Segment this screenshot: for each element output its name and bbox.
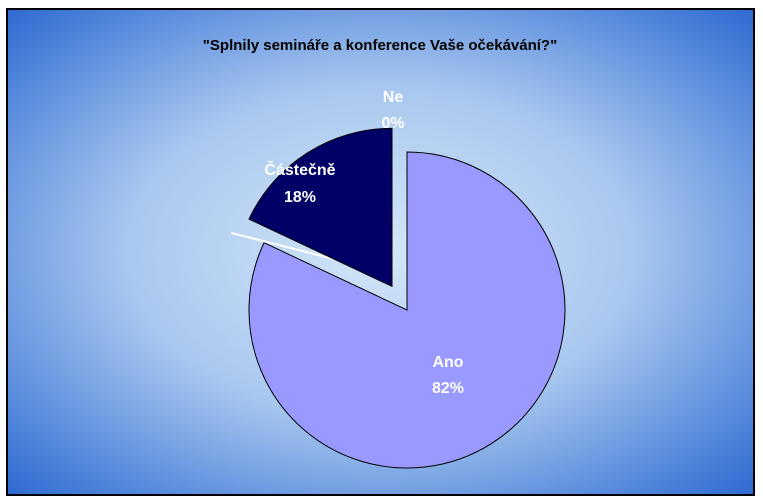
chart-title: "Splnily semináře a konference Vaše oček… [203, 37, 557, 54]
pie-labels: Ano 82% Ne 0% Částečně 18% [264, 89, 464, 397]
pie-slice-castecne [248, 127, 393, 288]
slice-label-ne: Ne [383, 89, 404, 106]
slice-value-ne: 0% [381, 115, 404, 132]
slice-value-castecne: 18% [284, 189, 316, 206]
slice-label-castecne: Částečně [264, 160, 335, 179]
pie-chart: "Splnily semináře a konference Vaše oček… [8, 10, 753, 494]
pie-slices [230, 127, 566, 469]
chart-area: "Splnily semináře a konference Vaše oček… [6, 8, 755, 496]
pie-slice-ano [248, 151, 566, 469]
slice-label-ano: Ano [432, 354, 463, 371]
slice-value-ano: 82% [432, 380, 464, 397]
